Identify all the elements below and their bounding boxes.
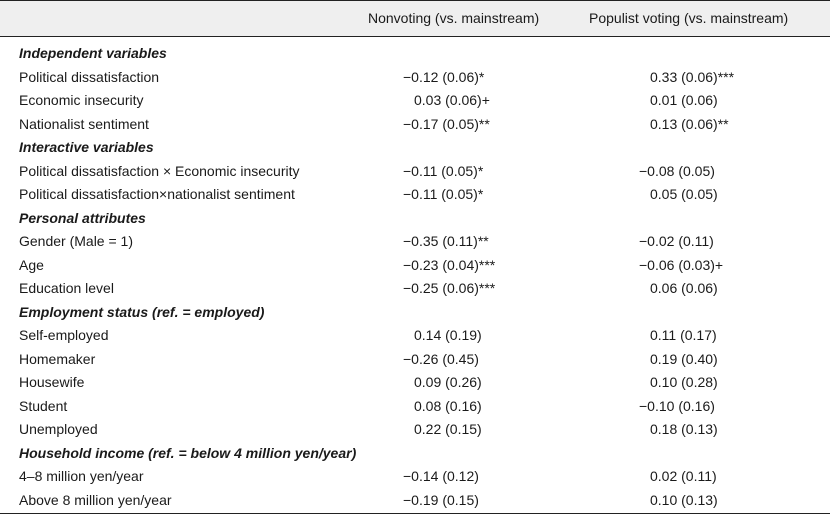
column-header-populist-voting: Populist voting (vs. mainstream) (589, 10, 789, 26)
populist-voting-coefficient: 0.10 (0.28) (650, 374, 718, 390)
variable-label: Homemaker (19, 350, 96, 367)
variable-label: Economic insecurity (19, 92, 144, 108)
section-label: Independent variables (19, 45, 167, 61)
section-label: Household income (ref. = below 4 million… (19, 444, 357, 461)
populist-voting-coefficient: 0.02 (0.11) (650, 468, 717, 484)
table-row: Economic insecurity 0.03 (0.06)+ 0.01 (0.0… (0, 89, 830, 113)
populist-voting-coefficient: 0.06 (0.06) (650, 280, 718, 296)
nonvoting-coefficient: −0.35 (0.11)** (403, 233, 489, 249)
table-row: Nationalist sentiment −0.17 (0.05)** 0.13 … (0, 113, 830, 137)
populist-voting-coefficient: 0.18 (0.13) (650, 421, 718, 437)
table-body: Independent variables Political dissatisf… (0, 42, 830, 512)
nonvoting-coefficient: −0.23 (0.04)*** (403, 256, 496, 273)
nonvoting-coefficient: 0.09 (0.26) (414, 374, 482, 390)
variable-label: Self-employed (19, 327, 109, 343)
nonvoting-coefficient: −0.25 (0.06)*** (403, 280, 496, 296)
populist-voting-coefficient: 0.11 (0.17) (650, 327, 717, 343)
section-header-row: Interactive variables (0, 136, 830, 160)
populist-voting-coefficient: 0.33 (0.06)*** (650, 68, 735, 85)
variable-label: Education level (19, 280, 114, 296)
nonvoting-coefficient: −0.19 (0.15) (403, 491, 479, 508)
table-row: Gender (Male = 1) −0.35 (0.11)** −0.02 (0.… (0, 230, 830, 254)
populist-voting-coefficient: −0.02 (0.11) (639, 233, 714, 249)
populist-voting-coefficient: 0.01 (0.06) (650, 92, 718, 108)
nonvoting-coefficient: −0.11 (0.05)* (403, 186, 484, 202)
nonvoting-coefficient: 0.14 (0.19) (414, 327, 482, 343)
table-row: Political dissatisfaction × Economic ins… (0, 160, 830, 184)
section-header-row: Employment status (ref. = employed) (0, 301, 830, 325)
column-header-nonvoting: Nonvoting (vs. mainstream) (368, 10, 540, 26)
nonvoting-coefficient: 0.22 (0.15) (414, 421, 482, 437)
variable-label: Age (19, 256, 44, 273)
nonvoting-coefficient: 0.03 (0.06)+ (414, 92, 490, 108)
variable-label: Housewife (19, 374, 85, 390)
bottom-rule (0, 513, 830, 514)
variable-label: Nationalist sentiment (19, 115, 149, 132)
variable-label: Political dissatisfaction×nationalist se… (19, 186, 295, 202)
variable-label: Student (19, 397, 68, 414)
populist-voting-coefficient: 0.10 (0.13) (650, 491, 718, 508)
populist-voting-coefficient: −0.06 (0.03)+ (639, 256, 724, 273)
variable-label: Unemployed (19, 421, 98, 437)
section-header-row: Personal attributes (0, 207, 830, 231)
table-row: Age −0.23 (0.04)*** −0.06 (0.03)+ (0, 254, 830, 278)
nonvoting-coefficient: −0.12 (0.06)* (403, 68, 485, 85)
variable-label: Above 8 million yen/year (19, 491, 172, 508)
table-row: 4–8 million yen/year −0.14 (0.12) 0.02 (0.… (0, 465, 830, 489)
table-row: Homemaker −0.26 (0.45) 0.19 (0.40) (0, 348, 830, 372)
populist-voting-coefficient: 0.05 (0.05) (650, 186, 718, 202)
table-row: Above 8 million yen/year −0.19 (0.15) 0.10… (0, 489, 830, 513)
table-row: Political dissatisfaction −0.12 (0.06)* 0.… (0, 66, 830, 90)
populist-voting-coefficient: −0.08 (0.05) (639, 162, 715, 179)
populist-voting-coefficient: −0.10 (0.16) (639, 397, 715, 414)
table-row: Student 0.08 (0.16) −0.10 (0.16) (0, 395, 830, 419)
table-header: Nonvoting (vs. mainstream) Populist voti… (0, 0, 830, 37)
table-row: Self-employed 0.14 (0.19) 0.11 (0.17) (0, 324, 830, 348)
nonvoting-coefficient: −0.17 (0.05)** (403, 115, 490, 132)
section-header-row: Independent variables (0, 42, 830, 66)
populist-voting-coefficient: 0.13 (0.06)** (650, 115, 729, 132)
variable-label: Gender (Male = 1) (19, 233, 133, 249)
nonvoting-coefficient: −0.14 (0.12) (403, 468, 479, 484)
section-label: Interactive variables (19, 139, 154, 155)
variable-label: Political dissatisfaction (19, 68, 160, 85)
variable-label: Political dissatisfaction × Economic ins… (19, 162, 300, 179)
table-row: Political dissatisfaction×nationalist se… (0, 183, 830, 207)
nonvoting-coefficient: −0.11 (0.05)* (403, 162, 484, 179)
section-label: Employment status (ref. = employed) (19, 303, 265, 320)
table-row: Unemployed 0.22 (0.15) 0.18 (0.13) (0, 418, 830, 442)
nonvoting-coefficient: −0.26 (0.45) (403, 350, 479, 367)
populist-voting-coefficient: 0.19 (0.40) (650, 350, 718, 367)
variable-label: 4–8 million yen/year (19, 468, 144, 484)
section-header-row: Household income (ref. = below 4 million… (0, 442, 830, 466)
nonvoting-coefficient: 0.08 (0.16) (414, 397, 482, 414)
table-row: Education level −0.25 (0.06)*** 0.06 (0.06… (0, 277, 830, 301)
section-label: Personal attributes (19, 209, 146, 226)
table-row: Housewife 0.09 (0.26) 0.10 (0.28) (0, 371, 830, 395)
